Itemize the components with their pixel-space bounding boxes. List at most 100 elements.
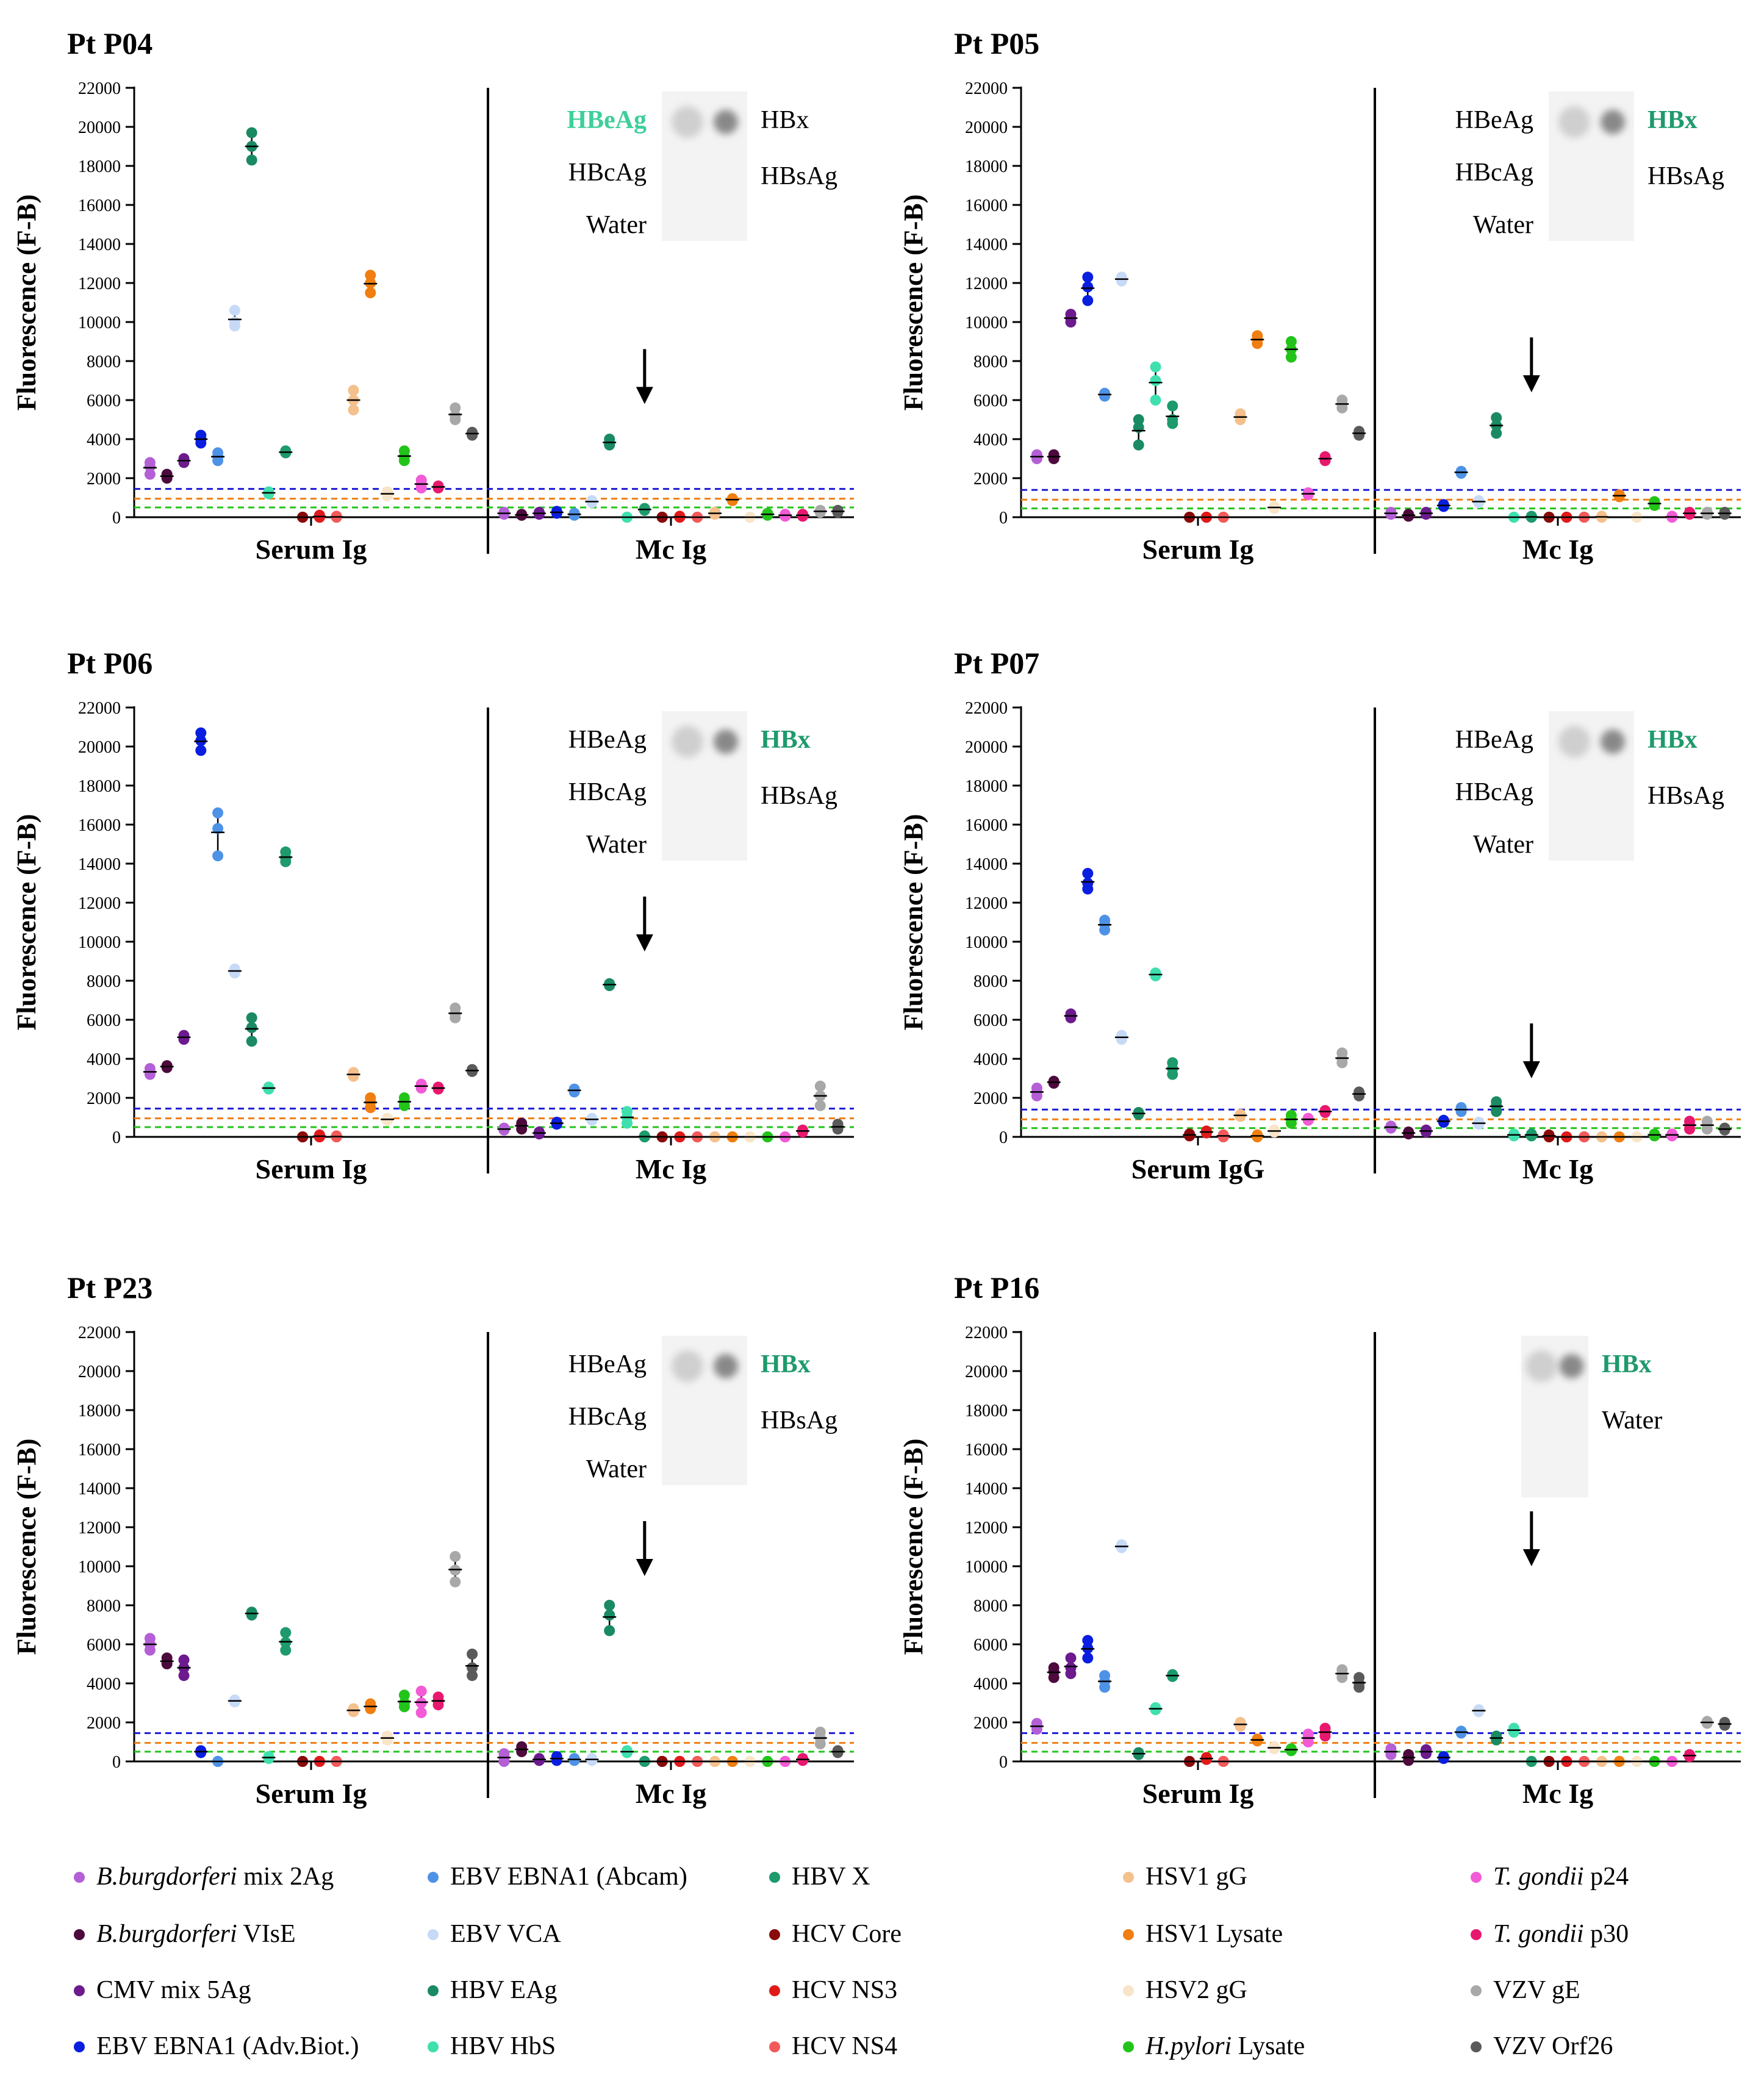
legend-swatch — [428, 1985, 439, 1996]
serum-point — [1302, 487, 1314, 498]
y-tick-label: 10000 — [78, 1558, 121, 1577]
panel-0: Pt P04 0 2000 4000 6000 8000 10000 12000 14000 16… — [12, 26, 854, 565]
serum-point — [1082, 1635, 1094, 1646]
legend-label: VZV Orf26 — [1493, 2032, 1613, 2060]
serum-point — [212, 850, 224, 862]
panel-title: Pt P16 — [954, 1270, 1039, 1305]
mc-point — [709, 509, 720, 520]
serum-point — [1099, 1670, 1111, 1682]
mc-point — [622, 1117, 633, 1129]
serum-point — [1285, 1117, 1297, 1129]
blot-label: HBcAg — [568, 778, 647, 806]
mc-point — [1491, 428, 1502, 439]
y-tick-label: 2000 — [973, 1714, 1008, 1733]
legend-swatch — [1123, 2041, 1134, 2052]
legend-label: HCV NS4 — [792, 2032, 897, 2060]
y-axis-label: Fluorescence (F-B) — [12, 195, 41, 411]
serum-point — [1031, 1090, 1042, 1102]
serum-point — [1285, 336, 1297, 347]
mc-point — [516, 1741, 528, 1752]
serum-point — [450, 414, 461, 425]
mc-point — [1473, 1117, 1485, 1128]
serum-point — [1302, 1112, 1314, 1124]
legend-label: HBV EAg — [450, 1976, 557, 2004]
serum-point — [1082, 868, 1094, 879]
y-tick-label: 2000 — [87, 470, 121, 489]
serum-point — [1065, 1668, 1077, 1679]
y-tick-label: 10000 — [78, 313, 121, 332]
serum-point — [1133, 439, 1144, 451]
y-axis-label: Fluorescence (F-B) — [12, 814, 41, 1031]
legend-swatch — [74, 2041, 85, 2052]
serum-point — [1353, 1672, 1365, 1683]
mc-point — [568, 1083, 580, 1095]
y-tick-label: 22000 — [965, 699, 1008, 718]
serum-point — [450, 1551, 461, 1562]
serum-point — [1099, 914, 1111, 926]
serum-point — [1285, 351, 1297, 363]
blot-label: HBcAg — [568, 1403, 647, 1431]
serum-point — [415, 1685, 427, 1697]
group-label: Serum Ig — [256, 534, 367, 565]
blot-label: Water — [586, 211, 647, 239]
blot-spot — [1558, 106, 1590, 138]
y-tick-label: 22000 — [78, 1324, 121, 1342]
y-tick-label: 2000 — [973, 470, 1008, 489]
mc-point — [832, 507, 844, 518]
mc-point — [604, 978, 615, 989]
y-tick-label: 16000 — [965, 196, 1008, 215]
y-tick-label: 0 — [999, 1753, 1008, 1772]
serum-point — [1336, 1057, 1348, 1069]
serum-point — [246, 127, 257, 138]
serum-point — [1116, 1030, 1127, 1041]
serum-point — [246, 1036, 257, 1047]
mc-point — [814, 1100, 826, 1111]
serum-point — [229, 963, 240, 975]
blot-label: HBsAg — [761, 162, 837, 190]
blot-spot — [1601, 729, 1625, 754]
serum-point — [1150, 375, 1161, 386]
y-tick-label: 18000 — [78, 157, 121, 176]
legend-label: T. gondii p30 — [1493, 1920, 1629, 1948]
serum-point — [1184, 1128, 1196, 1140]
arrow-head — [636, 1559, 653, 1576]
group-label: Serum Ig — [1142, 534, 1254, 565]
y-tick-label: 4000 — [87, 431, 121, 450]
serum-point — [1116, 271, 1127, 283]
y-tick-label: 22000 — [78, 79, 121, 98]
serum-point — [144, 468, 156, 480]
group-label: Mc Ig — [1522, 1153, 1593, 1184]
serum-point — [1082, 271, 1094, 283]
mc-point — [516, 1117, 528, 1129]
serum-point — [144, 457, 156, 468]
legend-swatch — [428, 2041, 439, 2052]
y-tick-label: 20000 — [965, 1363, 1008, 1381]
y-tick-label: 6000 — [973, 1636, 1008, 1655]
mc-point — [586, 497, 598, 508]
serum-point — [1099, 387, 1111, 399]
serum-point — [1167, 400, 1178, 412]
y-tick-label: 14000 — [965, 855, 1008, 874]
mc-point — [604, 439, 615, 451]
mc-point — [1613, 491, 1625, 503]
y-tick-label: 4000 — [973, 1675, 1008, 1694]
serum-point — [280, 1627, 292, 1638]
y-axis-label: Fluorescence (F-B) — [12, 1439, 41, 1655]
serum-point — [467, 1670, 478, 1682]
serum-point — [195, 437, 207, 449]
group-label: Mc Ig — [636, 1153, 706, 1184]
blot-spot — [672, 1350, 703, 1382]
y-tick-label: 8000 — [973, 353, 1008, 371]
y-tick-label: 8000 — [973, 972, 1008, 991]
mc-point — [1438, 499, 1449, 510]
serum-point — [1150, 967, 1161, 979]
serum-point — [161, 1060, 173, 1072]
y-tick-label: 0 — [112, 1753, 121, 1772]
y-tick-label: 20000 — [78, 738, 121, 757]
mc-point — [1649, 1128, 1660, 1140]
y-tick-label: 0 — [999, 509, 1008, 528]
serum-point — [1252, 338, 1263, 349]
y-tick-label: 8000 — [87, 1597, 121, 1616]
arrow-head — [1522, 1549, 1540, 1566]
mc-point — [1508, 1128, 1519, 1140]
